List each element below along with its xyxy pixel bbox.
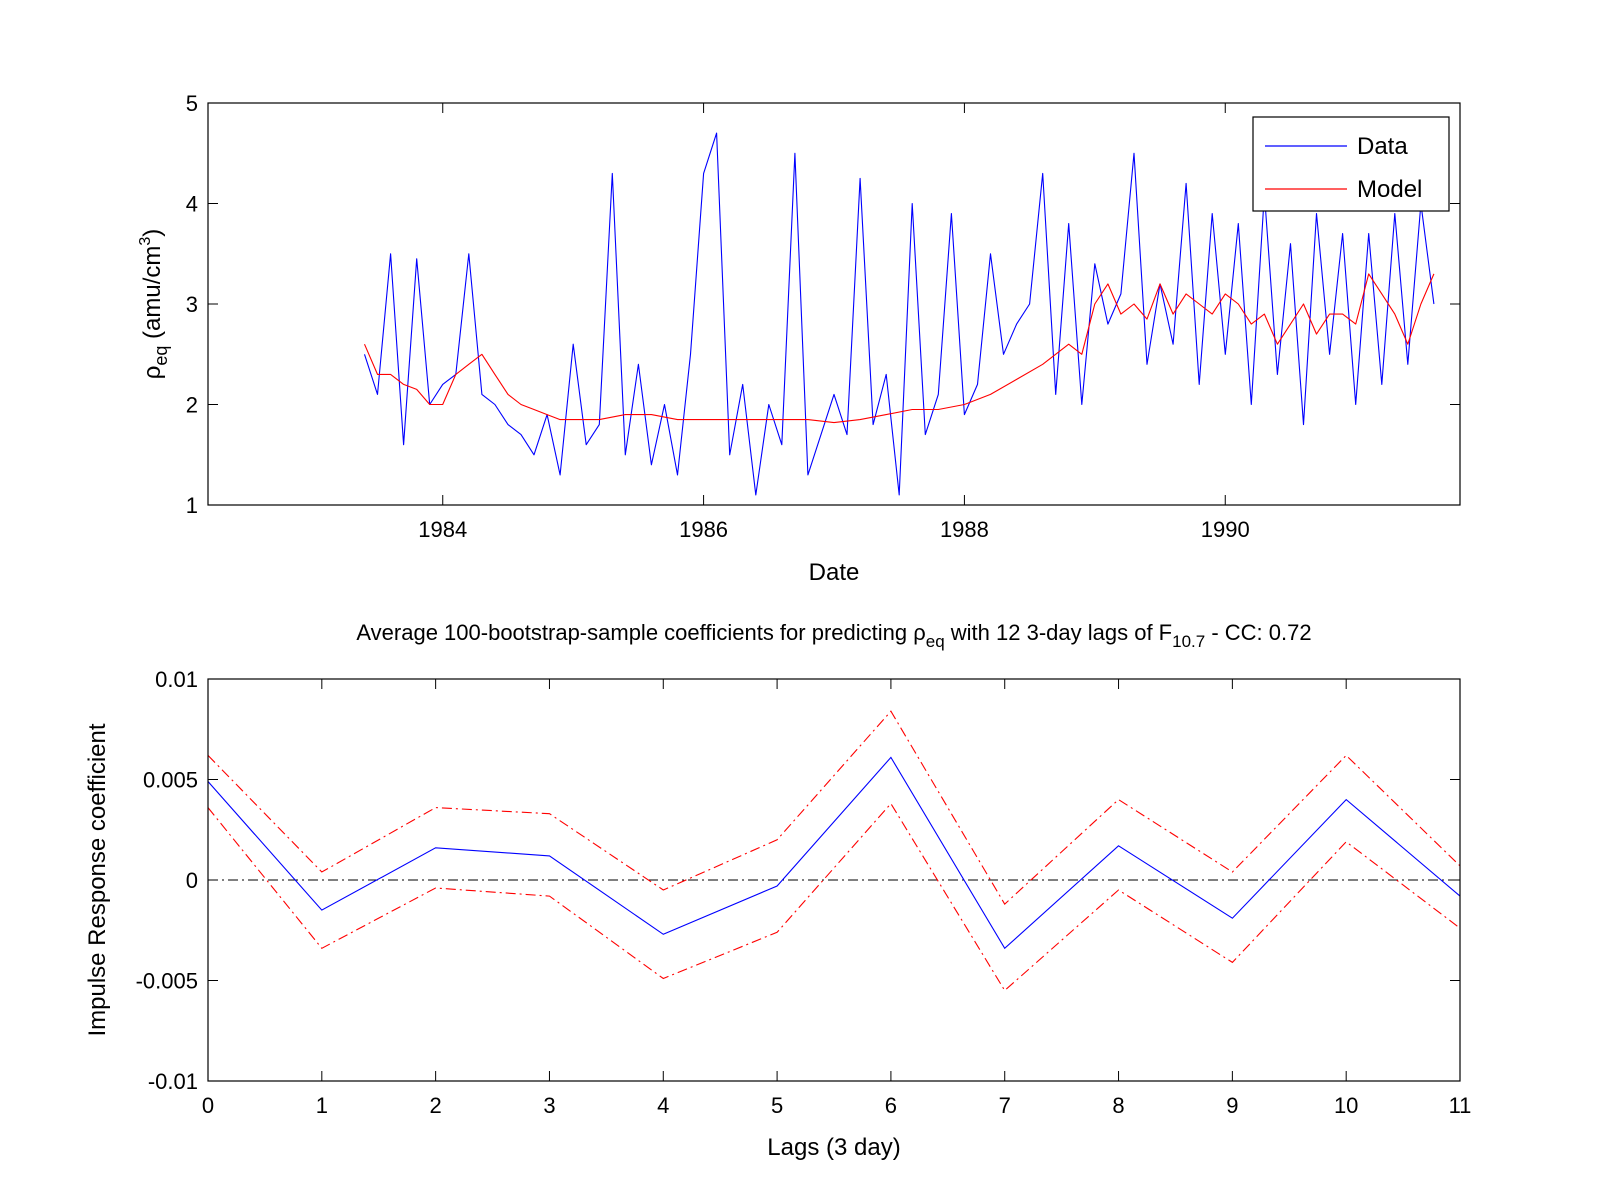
legend-box [1252,116,1450,212]
top-y-tick-label: 4 [186,192,198,217]
bottom-x-tick-label: 5 [771,1093,783,1118]
series-line-lower [207,802,1461,992]
top-plot-area [208,103,1460,505]
bottom-x-tick-label: 8 [1112,1093,1124,1118]
top-series-group [363,132,1435,496]
bottom-x-tick-label: 1 [316,1093,328,1118]
bottom-x-tick-label: 7 [999,1093,1011,1118]
title-rho-symbol: ρ [913,620,926,645]
series-line-upper [207,710,1461,905]
title-part1: Average 100-bootstrap-sample coefficient… [356,620,913,645]
bottom-y-tick-label: 0.01 [155,667,198,692]
title-f-subscript: 10.7 [1172,632,1205,651]
bottom-x-tick-label: 4 [657,1093,669,1118]
bottom-x-tick-label: 6 [885,1093,897,1118]
unit-suffix: ) [139,229,166,237]
legend-label-model: Model [1357,176,1422,203]
title-part3: - CC: 0.72 [1205,620,1311,645]
bottom-y-tick-label: 0.005 [143,768,198,793]
top-axis-ticks: 1984 1986 1988 1990 1 2 3 4 5 [186,91,1460,542]
bottom-x-tick-label: 9 [1226,1093,1238,1118]
top-y-axis-label: ρeq (amu/cm3) [137,229,171,380]
top-x-tick-label: 1988 [940,517,989,542]
rho-subscript: eq [151,346,171,366]
title-rho-subscript: eq [926,632,945,651]
legend-label-data: Data [1357,133,1408,160]
bottom-series-group [207,710,1461,992]
bottom-x-tick-label: 10 [1334,1093,1358,1118]
legend: Data Model [1252,116,1450,212]
unit-prefix: (amu/cm [139,246,166,346]
bottom-y-tick-label: -0.01 [148,1069,198,1094]
top-y-tick-label: 1 [186,493,198,518]
series-line-model [363,273,1435,424]
bottom-plot-title: Average 100-bootstrap-sample coefficient… [356,620,1311,651]
series-line-data [363,132,1435,496]
bottom-y-tick-label: -0.005 [136,969,198,994]
bottom-x-axis-label: Lags (3 day) [767,1134,900,1161]
bottom-y-tick-label: 0 [186,868,198,893]
top-y-tick-label: 5 [186,91,198,116]
bottom-x-tick-label: 11 [1449,1093,1472,1118]
top-x-tick-label: 1990 [1201,517,1250,542]
top-x-tick-label: 1986 [679,517,728,542]
bottom-x-tick-label: 2 [430,1093,442,1118]
bottom-x-tick-label: 0 [202,1093,214,1118]
series-line-mean [207,756,1461,950]
impulse-response-plot: Average 100-bootstrap-sample coefficient… [84,620,1471,1161]
bottom-y-axis-label: Impulse Response coefficient [84,723,111,1036]
title-part2: with 12 3-day lags of F [945,620,1172,645]
top-y-tick-label: 2 [186,393,198,418]
top-x-axis-label: Date [809,559,860,586]
top-y-tick-label: 3 [186,292,198,317]
bottom-axis-ticks: 0 1 2 3 4 5 6 7 8 9 10 11 -0.01 -0.005 0 0.005 0.01 [136,667,1472,1118]
unit-superscript: 3 [137,237,154,246]
top-x-tick-label: 1984 [418,517,467,542]
bottom-x-tick-label: 3 [543,1093,555,1118]
rho-symbol: ρ [139,366,166,380]
